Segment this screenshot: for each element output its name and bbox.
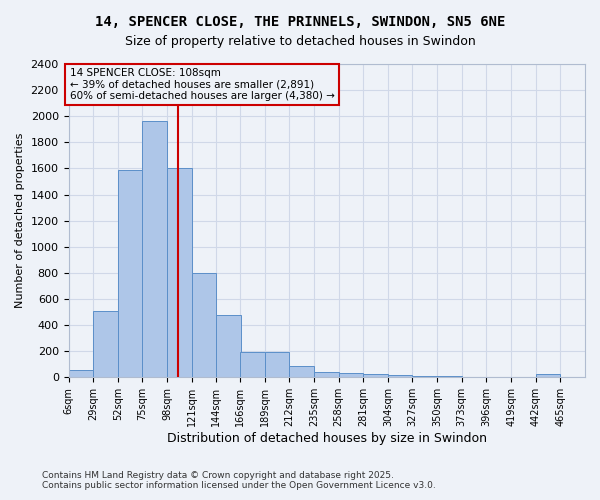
Text: Contains HM Land Registry data © Crown copyright and database right 2025.
Contai: Contains HM Land Registry data © Crown c…	[42, 470, 436, 490]
Bar	[265, 352, 289, 378]
Bar	[314, 372, 338, 378]
Bar	[240, 352, 265, 378]
Bar	[93, 311, 118, 378]
Bar	[167, 168, 192, 378]
Bar	[217, 314, 241, 378]
Bar	[338, 373, 363, 378]
Text: 14, SPENCER CLOSE, THE PRINNELS, SWINDON, SN5 6NE: 14, SPENCER CLOSE, THE PRINNELS, SWINDON…	[95, 15, 505, 29]
Bar	[289, 366, 314, 378]
Bar	[412, 376, 437, 378]
Bar	[363, 374, 388, 378]
Bar	[192, 273, 217, 378]
Bar	[536, 374, 560, 378]
Y-axis label: Number of detached properties: Number of detached properties	[15, 133, 25, 308]
Bar	[437, 376, 462, 378]
Bar	[142, 122, 167, 378]
Bar	[388, 376, 412, 378]
X-axis label: Distribution of detached houses by size in Swindon: Distribution of detached houses by size …	[167, 432, 487, 445]
Text: Size of property relative to detached houses in Swindon: Size of property relative to detached ho…	[125, 35, 475, 48]
Bar	[118, 170, 142, 378]
Bar	[68, 370, 93, 378]
Text: 14 SPENCER CLOSE: 108sqm
← 39% of detached houses are smaller (2,891)
60% of sem: 14 SPENCER CLOSE: 108sqm ← 39% of detach…	[70, 68, 334, 101]
